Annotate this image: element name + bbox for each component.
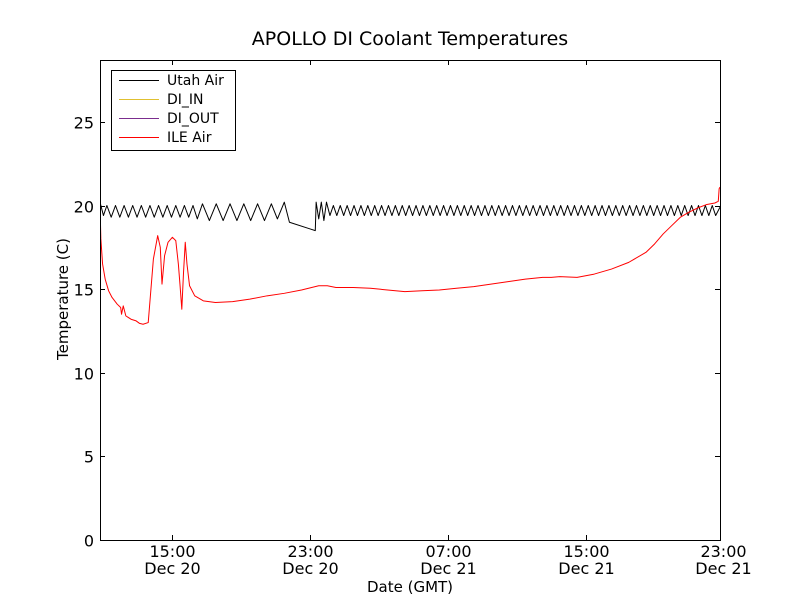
plot-frame — [100, 60, 721, 541]
x-tick-label-time: 23:00 — [287, 542, 333, 561]
legend-label-di-in: DI_IN — [167, 92, 204, 108]
series-layer — [100, 186, 720, 325]
x-tick-label-date: Dec 21 — [695, 559, 751, 578]
y-axis-label: Temperature (C) — [54, 238, 72, 361]
x-tick-label-time: 07:00 — [425, 542, 471, 561]
x-tick-label-time: 15:00 — [563, 542, 609, 561]
x-tick-label-date: Dec 20 — [282, 559, 338, 578]
series-line-utah-air — [100, 201, 720, 232]
chart-title: APOLLO DI Coolant Temperatures — [252, 28, 568, 50]
y-tick-label: 15 — [74, 281, 94, 300]
x-tick-label-time: 23:00 — [700, 542, 746, 561]
x-tick-label-date: Dec 21 — [420, 559, 476, 578]
legend: Utah Air DI_IN DI_OUT ILE Air — [111, 70, 236, 151]
y-tick-label: 20 — [74, 198, 94, 217]
y-tick-label: 0 — [84, 532, 94, 551]
x-tick-label-time: 15:00 — [149, 542, 195, 561]
x-tick-label-date: Dec 20 — [144, 559, 200, 578]
y-axis: 0 5 10 15 20 25 — [74, 114, 720, 551]
y-tick-label: 5 — [84, 448, 94, 467]
y-tick-label: 10 — [74, 365, 94, 384]
y-tick-label: 25 — [74, 114, 94, 133]
x-axis-label: Date (GMT) — [367, 578, 453, 596]
x-tick-label-date: Dec 21 — [558, 559, 614, 578]
legend-label-utah-air: Utah Air — [167, 73, 224, 89]
legend-label-di-out: DI_OUT — [167, 111, 219, 127]
legend-label-ile-air: ILE Air — [167, 130, 212, 146]
series-line-ile-air — [100, 186, 720, 325]
